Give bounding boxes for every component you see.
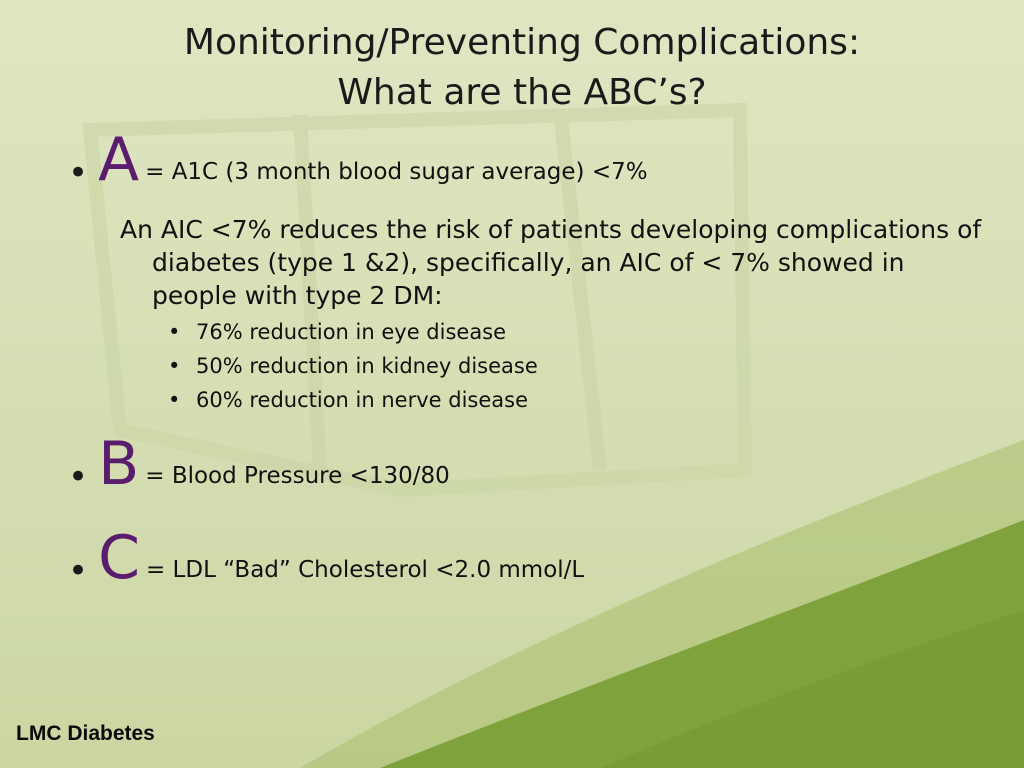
subpoint-nerve: 60% reduction in nerve disease [196,388,528,412]
slide-title: Monitoring/Preventing Complications: Wha… [62,18,982,118]
definition-a: = A1C (3 month blood sugar average) <7% [145,159,648,185]
list-item: • 50% reduction in kidney disease [168,349,538,383]
title-line-1: Monitoring/Preventing Complications: [183,22,861,63]
item-a: • A = A1C (3 month blood sugar average) … [68,130,648,190]
list-item: • 76% reduction in eye disease [168,315,538,349]
definition-c: = LDL “Bad” Cholesterol <2.0 mmol/L [145,557,585,583]
definition-b: = Blood Pressure <130/80 [145,463,450,489]
subpoint-kidney: 50% reduction in kidney disease [196,354,538,378]
subpoint-eye: 76% reduction in eye disease [196,320,507,344]
letter-c: C [98,523,140,593]
bullet-icon: • [68,551,89,591]
a1c-explanation: An AIC <7% reduces the risk of patients … [120,215,982,310]
item-c: • C = LDL “Bad” Cholesterol <2.0 mmol/L [68,528,584,588]
reduction-list: • 76% reduction in eye disease • 50% reduc… [168,315,538,417]
footer-brand: LMC Diabetes [16,722,155,745]
bullet-icon: • [168,354,181,378]
bullet-icon: • [68,153,89,193]
letter-b: B [98,429,140,499]
title-line-2: What are the ABC’s? [337,72,707,113]
bullet-icon: • [168,388,181,412]
letter-a: A [98,125,140,195]
item-b: • B = Blood Pressure <130/80 [68,434,450,494]
list-item: • 60% reduction in nerve disease [168,383,538,417]
bullet-icon: • [68,457,89,497]
bullet-icon: • [168,320,181,344]
